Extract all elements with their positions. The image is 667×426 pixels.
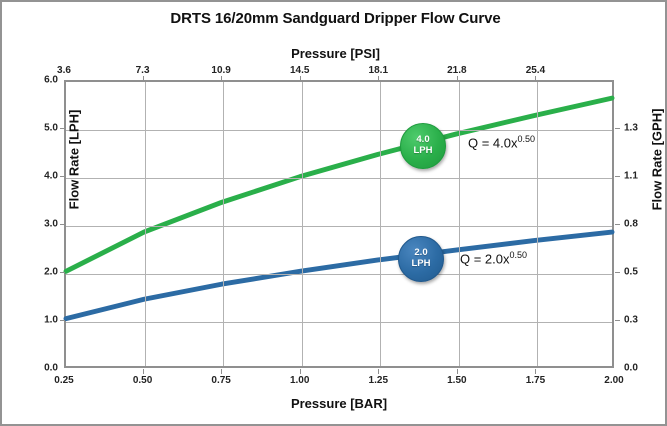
secondary-y-tick-label: 0.0 (624, 362, 638, 374)
x-tick-label: 1.25 (368, 375, 389, 386)
y-tick-label: 0.0 (44, 362, 58, 374)
series-badge-2lph-unit: LPH (411, 258, 431, 269)
plot-area (63, 80, 615, 368)
secondary-y-tick-label: 0.3 (624, 314, 638, 326)
secondary-x-tick-mark (221, 76, 223, 81)
y-tick-mark (60, 176, 65, 177)
x-gridline (458, 82, 460, 366)
y-tick-label: 4.0 (44, 170, 58, 182)
y-gridline (66, 274, 612, 275)
secondary-x-axis-title: Pressure [PSI] (291, 46, 380, 61)
secondary-x-tick-mark (378, 76, 380, 81)
x-tick-mark (456, 369, 458, 374)
y-tick-label: 1.0 (44, 314, 58, 326)
y-gridline (66, 130, 612, 131)
y-tick-label: 3.0 (44, 218, 58, 230)
y-gridline (66, 322, 612, 323)
y-tick-mark (60, 128, 65, 129)
series-line-4lph (63, 95, 615, 274)
x-gridline (380, 82, 382, 366)
secondary-y-tick-label: 0.5 (624, 266, 638, 278)
x-tick-mark (535, 369, 537, 374)
equation-base-4lph: Q = 4.0x (468, 135, 518, 151)
page-title: DRTS 16/20mm Sandguard Dripper Flow Curv… (170, 10, 501, 27)
secondary-x-tick-label: 25.4 (525, 65, 546, 76)
x-tick-mark (378, 369, 380, 374)
x-tick-label: 0.25 (54, 375, 74, 386)
series-badge-4lph: 4.0 LPH (400, 123, 446, 169)
secondary-y-tick-mark (615, 224, 620, 225)
secondary-y-tick-mark (615, 320, 620, 321)
secondary-x-tick-label: 10.9 (211, 65, 231, 76)
secondary-x-tick-label: 3.6 (57, 65, 71, 76)
secondary-x-tick-mark (535, 76, 537, 81)
y-gridline (66, 178, 612, 179)
x-tick-mark (299, 369, 301, 374)
secondary-x-tick-mark (456, 76, 458, 81)
equation-exponent-4lph: 0.50 (517, 134, 536, 144)
equation-base-2lph: Q = 2.0x (460, 251, 510, 267)
y-tick-mark (60, 224, 65, 225)
x-gridline (537, 82, 539, 366)
secondary-y-tick-label: 1.3 (624, 122, 638, 134)
series-badge-2lph-value: 2.0 (414, 247, 428, 259)
x-tick-mark (142, 369, 144, 374)
equation-exponent-2lph: 0.50 (509, 250, 528, 260)
x-gridline (223, 82, 225, 366)
y-tick-label: 6.0 (44, 74, 58, 86)
x-tick-label: 1.50 (447, 375, 467, 386)
y-tick-mark (60, 320, 65, 321)
y-tick-mark (60, 272, 65, 273)
x-tick-label: 1.75 (525, 375, 546, 386)
series-badge-4lph-unit: LPH (413, 145, 433, 156)
secondary-y-tick-label: 0.8 (624, 218, 638, 230)
secondary-x-tick-label: 14.5 (289, 65, 310, 76)
curves-svg (63, 95, 615, 322)
x-tick-label: 2.00 (604, 375, 624, 386)
x-tick-label: 1.00 (289, 375, 310, 386)
equation-annotation-4lph: Q = 4.0x0.50 (468, 134, 535, 150)
secondary-x-tick-mark (299, 76, 301, 81)
secondary-x-tick-mark (142, 76, 144, 81)
secondary-y-tick-mark (615, 272, 620, 273)
y-axis-title: Flow Rate [LPH] (66, 109, 82, 210)
x-tick-label: 0.75 (211, 375, 231, 386)
secondary-y-axis-title: Flow Rate [GPH] (649, 108, 665, 211)
equation-annotation-2lph: Q = 2.0x0.50 (460, 250, 527, 266)
secondary-x-tick-label: 7.3 (135, 65, 150, 76)
series-line-2lph (63, 229, 615, 322)
x-gridline (144, 82, 146, 366)
x-axis-title: Pressure [BAR] (290, 396, 388, 411)
y-tick-label: 2.0 (44, 266, 58, 278)
series-badge-4lph-value: 4.0 (416, 134, 430, 146)
x-gridline (301, 82, 303, 366)
y-tick-label: 5.0 (44, 122, 58, 134)
secondary-x-tick-label: 21.8 (447, 65, 467, 76)
secondary-y-tick-mark (615, 176, 620, 177)
secondary-y-tick-mark (615, 128, 620, 129)
secondary-x-tick-label: 18.1 (368, 65, 389, 76)
series-badge-2lph: 2.0 LPH (398, 236, 444, 282)
x-tick-label: 0.50 (132, 375, 153, 386)
x-tick-mark (221, 369, 223, 374)
y-gridline (66, 226, 612, 227)
secondary-y-tick-label: 1.1 (624, 170, 638, 182)
